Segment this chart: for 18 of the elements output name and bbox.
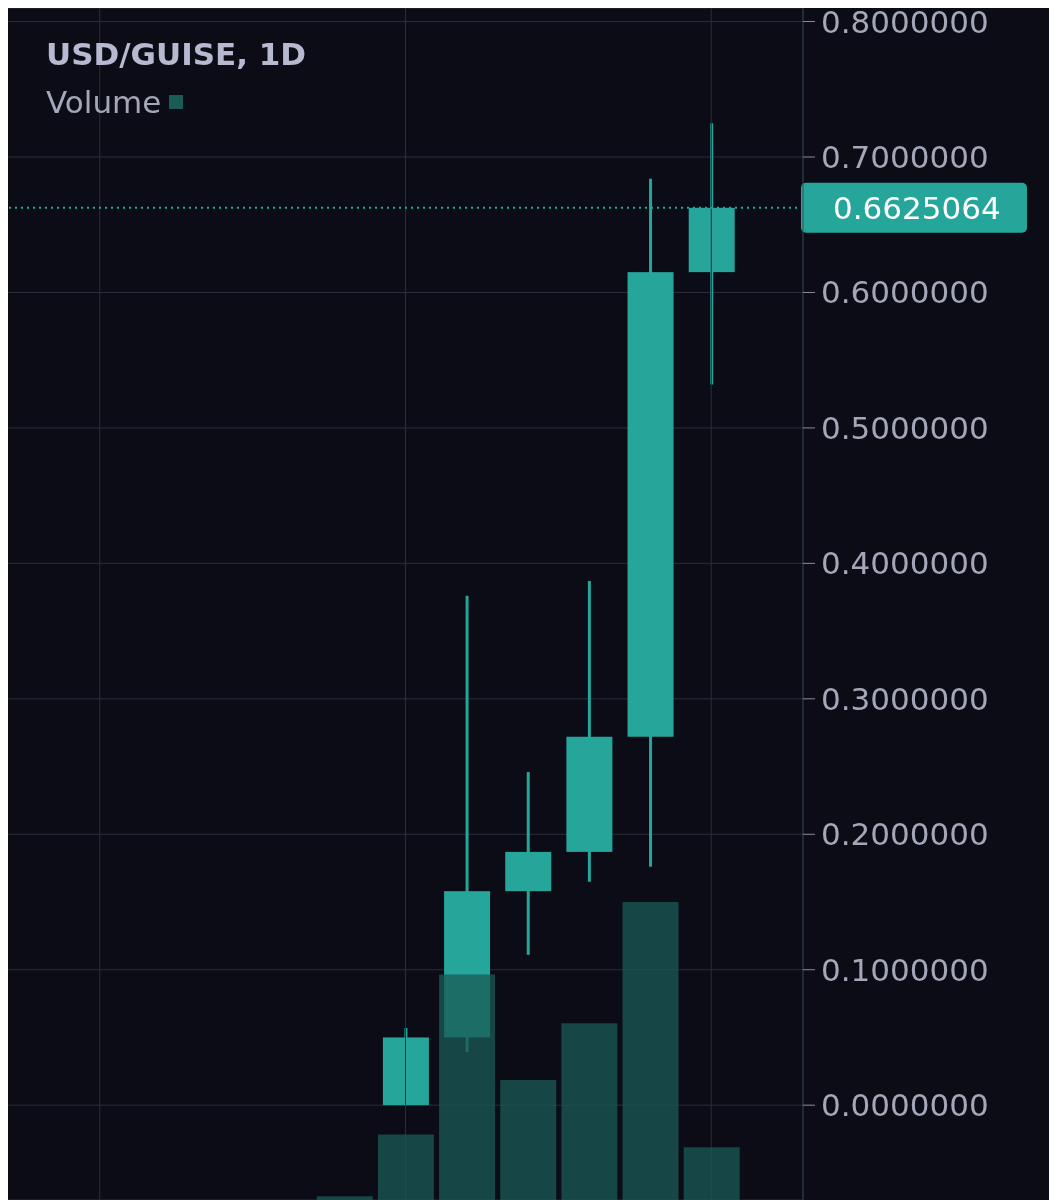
legend-label: Volume (46, 84, 162, 120)
bar (316, 1196, 373, 1200)
text: USD/GUISE, 1D (46, 36, 307, 72)
y-tick-label: 0.7000000 (821, 139, 989, 176)
bar (622, 902, 679, 1200)
bar (561, 1023, 618, 1200)
y-tick-label: 0.1000000 (821, 951, 989, 988)
y-tick-label: 0.8000000 (821, 3, 989, 40)
y-tick-label: 0.3000000 (821, 680, 989, 717)
y-tick-label: 0.0000000 (821, 1087, 989, 1124)
bar (683, 1147, 740, 1200)
y-tick-label: 0.4000000 (821, 545, 989, 582)
ref-line-label: 0.6625064 (833, 189, 1001, 226)
y-tick-label: 0.6000000 (821, 274, 989, 311)
bar (377, 1134, 434, 1200)
y-tick-label: 0.5000000 (821, 409, 989, 446)
bar (500, 1079, 557, 1200)
y-tick-label: 0.2000000 (821, 816, 989, 853)
